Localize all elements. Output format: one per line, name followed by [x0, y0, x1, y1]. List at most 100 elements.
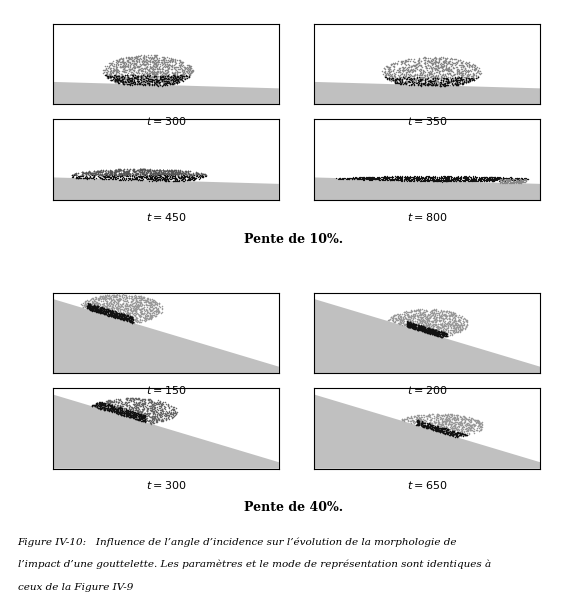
Point — [170, 76, 180, 85]
Point — [109, 169, 119, 179]
Point — [112, 73, 122, 83]
Point — [122, 411, 131, 420]
Point — [142, 165, 151, 175]
Point — [70, 170, 80, 179]
Point — [383, 62, 393, 72]
Point — [120, 313, 129, 322]
Point — [167, 60, 176, 70]
Point — [144, 294, 153, 303]
Point — [116, 313, 126, 323]
Point — [105, 301, 114, 311]
Point — [198, 171, 208, 181]
Point — [116, 310, 125, 320]
Point — [130, 315, 140, 325]
Point — [472, 64, 481, 74]
Point — [417, 322, 427, 331]
Point — [137, 315, 146, 324]
Point — [457, 419, 467, 429]
Point — [441, 415, 450, 424]
Point — [110, 309, 120, 319]
Point — [390, 72, 399, 82]
Point — [102, 403, 112, 413]
Point — [455, 60, 464, 70]
Point — [416, 314, 426, 324]
Point — [413, 416, 423, 426]
Point — [450, 173, 460, 183]
Point — [127, 54, 136, 64]
Point — [110, 167, 120, 177]
Point — [119, 167, 129, 176]
Point — [441, 177, 451, 186]
Point — [200, 170, 210, 179]
Point — [429, 417, 438, 427]
Point — [437, 423, 446, 432]
Point — [422, 421, 431, 431]
Point — [426, 326, 436, 336]
Point — [128, 171, 137, 180]
Point — [495, 173, 504, 183]
Point — [120, 74, 130, 84]
Point — [146, 72, 156, 82]
Point — [397, 76, 407, 86]
Point — [472, 416, 481, 425]
Point — [353, 173, 363, 182]
Point — [91, 170, 100, 179]
Point — [400, 319, 409, 328]
Point — [173, 170, 183, 180]
Point — [408, 64, 417, 73]
Point — [387, 173, 396, 182]
Point — [114, 73, 124, 82]
Point — [457, 319, 466, 328]
Point — [395, 311, 404, 321]
Point — [495, 177, 505, 187]
Point — [95, 170, 104, 179]
Point — [433, 321, 442, 331]
Point — [87, 301, 97, 311]
Point — [441, 310, 451, 319]
Point — [441, 330, 450, 339]
Point — [104, 70, 114, 79]
Point — [168, 54, 177, 64]
Point — [163, 400, 173, 410]
Point — [443, 320, 453, 330]
Point — [355, 174, 364, 184]
Point — [438, 328, 448, 338]
Point — [508, 174, 518, 184]
Point — [173, 166, 182, 176]
Point — [110, 173, 120, 182]
Point — [99, 304, 109, 314]
Point — [456, 325, 465, 335]
Point — [430, 325, 439, 335]
Point — [129, 413, 139, 423]
Point — [158, 53, 168, 62]
Point — [457, 60, 467, 70]
Point — [427, 327, 436, 336]
Point — [503, 175, 512, 184]
Point — [131, 71, 141, 81]
Point — [396, 174, 405, 183]
Point — [99, 309, 109, 318]
Point — [142, 294, 151, 304]
Point — [459, 66, 468, 75]
Point — [123, 312, 132, 321]
Point — [399, 78, 409, 88]
Point — [386, 74, 396, 84]
Point — [412, 310, 421, 319]
Point — [145, 78, 154, 87]
Point — [89, 301, 99, 311]
Point — [470, 420, 480, 429]
Point — [122, 395, 131, 405]
Point — [131, 307, 141, 317]
Point — [138, 79, 147, 89]
Point — [176, 74, 185, 84]
Point — [433, 424, 442, 433]
Point — [140, 410, 149, 420]
Point — [177, 173, 187, 182]
Point — [474, 174, 484, 184]
Point — [435, 63, 444, 73]
Point — [433, 423, 442, 432]
Point — [156, 173, 165, 182]
Point — [157, 401, 166, 411]
Point — [401, 174, 410, 184]
Point — [397, 174, 407, 184]
